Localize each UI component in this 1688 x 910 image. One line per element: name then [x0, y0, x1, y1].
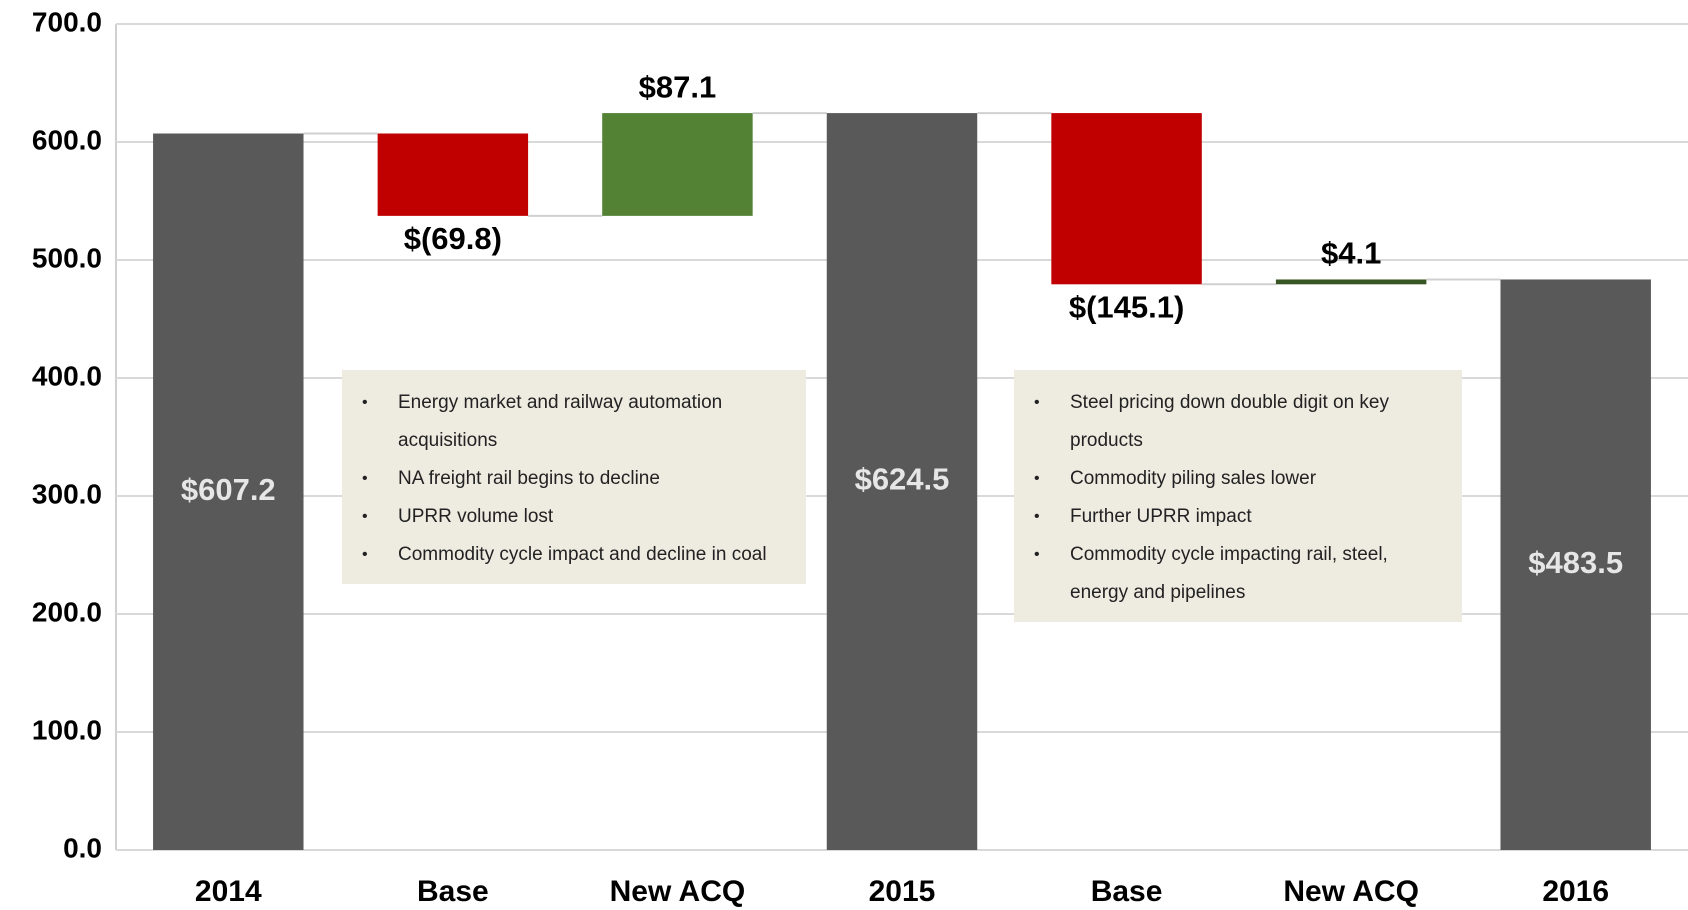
annotation-item: Energy market and railway automation acq… — [362, 384, 788, 460]
value-label: $87.1 — [639, 69, 717, 104]
bar — [826, 113, 978, 851]
bar — [1275, 279, 1427, 285]
annotation-box: Steel pricing down double digit on key p… — [1014, 370, 1462, 622]
y-tick-label: 300.0 — [32, 478, 102, 509]
value-label: $(69.8) — [404, 221, 502, 256]
x-tick-label: Base — [1091, 875, 1163, 908]
annotation-item: Commodity cycle impacting rail, steel, e… — [1034, 536, 1444, 612]
x-tick-label: 2014 — [195, 875, 262, 908]
annotation-item: NA freight rail begins to decline — [362, 460, 788, 498]
x-tick-label: Base — [417, 875, 489, 908]
value-label: $4.1 — [1321, 236, 1381, 271]
bar — [602, 113, 753, 216]
x-tick-label: 2016 — [1542, 875, 1609, 908]
annotation-item: Further UPRR impact — [1034, 498, 1444, 536]
bar — [1051, 113, 1202, 285]
annotation-list: Steel pricing down double digit on key p… — [1034, 384, 1444, 612]
annotation-list: Energy market and railway automation acq… — [362, 384, 788, 574]
x-tick-label: 2015 — [869, 875, 936, 908]
annotation-box: Energy market and railway automation acq… — [342, 370, 806, 584]
x-tick-label: New ACQ — [610, 875, 746, 908]
annotation-item: Commodity piling sales lower — [1034, 460, 1444, 498]
value-label: $607.2 — [181, 472, 276, 507]
annotation-item: Steel pricing down double digit on key p… — [1034, 384, 1444, 460]
y-tick-label: 0.0 — [63, 832, 102, 863]
value-label: $(145.1) — [1069, 289, 1184, 324]
bar — [1500, 279, 1651, 851]
y-tick-label: 600.0 — [32, 124, 102, 155]
bar — [153, 133, 304, 850]
annotation-item: UPRR volume lost — [362, 498, 788, 536]
y-tick-label: 500.0 — [32, 242, 102, 273]
value-label: $624.5 — [855, 462, 950, 497]
y-tick-label: 200.0 — [32, 596, 102, 627]
annotation-item: Commodity cycle impact and decline in co… — [362, 536, 788, 574]
y-tick-label: 700.0 — [32, 6, 102, 37]
value-label: $483.5 — [1528, 545, 1623, 580]
y-tick-label: 400.0 — [32, 360, 102, 391]
x-tick-label: New ACQ — [1283, 875, 1419, 908]
bar — [377, 133, 529, 216]
y-tick-label: 100.0 — [32, 714, 102, 745]
